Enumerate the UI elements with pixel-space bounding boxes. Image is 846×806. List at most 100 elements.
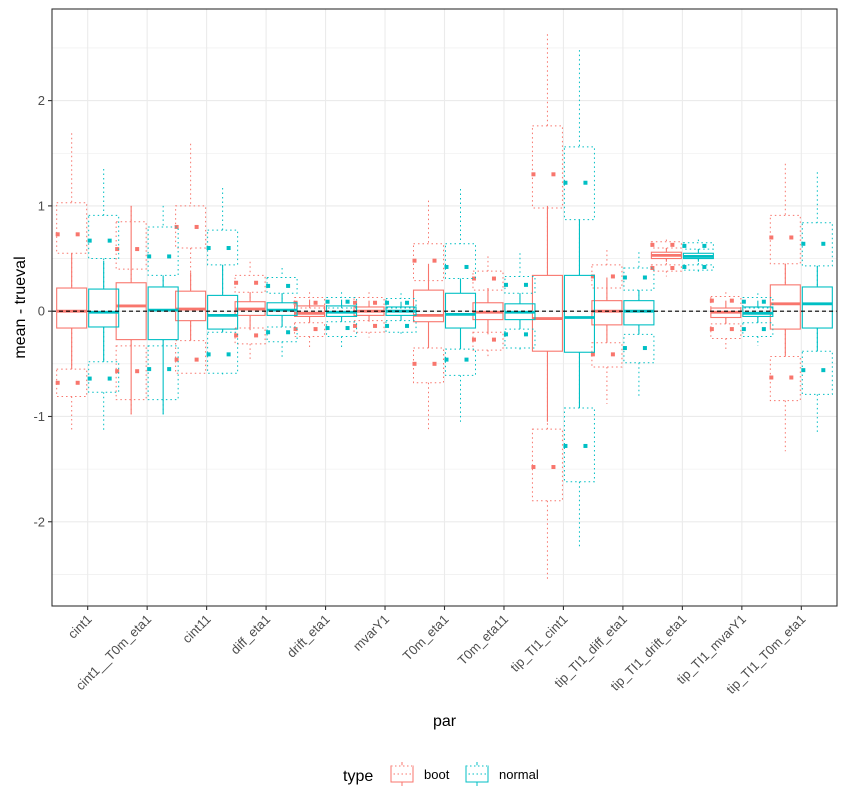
lower-ci-box <box>801 350 833 395</box>
lower-ci-point <box>670 266 675 271</box>
lower-ci-point <box>563 443 568 448</box>
lower-ci-point <box>622 346 627 351</box>
iqr-box <box>769 284 801 330</box>
upper-ci-point <box>385 300 390 305</box>
box-group-normal <box>385 293 417 336</box>
upper-ci-point <box>167 254 172 259</box>
iqr-box <box>88 288 120 328</box>
upper-ci-point <box>234 280 239 285</box>
upper-ci-box <box>326 296 358 309</box>
box-group-boot <box>353 292 385 338</box>
lower-ci-point <box>254 333 259 338</box>
upper-ci-point <box>650 242 655 247</box>
upper-ci-box <box>504 275 536 294</box>
upper-ci-point <box>432 258 437 263</box>
lower-ci-point <box>801 368 806 373</box>
upper-ci-box <box>445 243 476 280</box>
lower-ci-box <box>504 328 536 349</box>
upper-ci-box <box>801 222 833 267</box>
y-tick-label: -2 <box>33 514 45 529</box>
box-group-normal <box>444 189 477 422</box>
box-group-boot <box>590 250 623 404</box>
lower-ci-point <box>590 352 595 357</box>
lower-ci-point <box>313 327 318 332</box>
x-tick-label: mvarY1 <box>350 612 392 654</box>
upper-ci-point <box>464 264 469 269</box>
box-group-boot <box>650 239 682 277</box>
iqr-box <box>531 274 563 352</box>
lower-ci-point <box>87 376 92 381</box>
iqr-box <box>412 289 445 323</box>
upper-ci-point <box>523 282 528 287</box>
legend: type boot normal <box>343 762 539 786</box>
iqr-box <box>623 300 655 326</box>
lower-ci-box <box>207 331 239 374</box>
iqr-box <box>56 287 88 329</box>
upper-ci-point <box>682 243 687 248</box>
upper-ci-point <box>226 246 231 251</box>
lower-ci-point <box>551 465 556 470</box>
upper-ci-point <box>491 276 496 281</box>
iqr-box <box>147 286 179 341</box>
box-group-normal <box>325 292 358 347</box>
box-group-normal <box>563 50 595 550</box>
lower-ci-point <box>293 327 298 332</box>
legend-title: type <box>343 768 373 785</box>
lower-ci-point <box>729 327 734 332</box>
y-tick-label: 2 <box>38 93 45 108</box>
upper-ci-point <box>583 180 588 185</box>
upper-ci-point <box>789 235 794 240</box>
box-group-boot <box>531 34 563 581</box>
upper-ci-point <box>801 241 806 246</box>
upper-ci-point <box>761 299 766 304</box>
legend-key-normal: normal <box>465 762 539 786</box>
lower-ci-point <box>107 376 112 381</box>
upper-ci-box <box>623 267 655 291</box>
upper-ci-box <box>56 202 88 254</box>
upper-ci-point <box>147 254 152 259</box>
lower-ci-point <box>55 380 60 385</box>
upper-ci-point <box>87 238 92 243</box>
box-group-normal <box>266 268 298 358</box>
x-tick-label: drift_eta1 <box>284 612 333 661</box>
upper-ci-point <box>444 264 449 269</box>
upper-ci-box <box>650 241 682 249</box>
x-tick-label: diff_eta1 <box>228 612 274 658</box>
lower-ci-point <box>531 465 536 470</box>
y-tick-label: 1 <box>38 198 45 213</box>
lower-ci-point <box>610 352 615 357</box>
upper-ci-point <box>107 238 112 243</box>
lower-ci-box <box>742 322 774 337</box>
upper-ci-point <box>286 283 291 288</box>
upper-ci-box <box>175 205 207 249</box>
iqr-box <box>563 274 595 353</box>
x-axis-title: par <box>433 713 457 730</box>
upper-ci-point <box>610 274 615 279</box>
lower-ci-point <box>464 357 469 362</box>
lower-ci-point <box>135 369 140 374</box>
upper-ci-point <box>313 300 318 305</box>
upper-ci-point <box>670 242 675 247</box>
lower-ci-point <box>373 323 378 328</box>
upper-ci-point <box>412 258 417 263</box>
lower-ci-box <box>385 320 417 333</box>
lower-ci-box <box>591 342 623 368</box>
upper-ci-point <box>254 280 259 285</box>
upper-ci-box <box>531 125 563 209</box>
lower-ci-box <box>445 348 476 376</box>
x-tick-label: tip_TI1_cint1 <box>507 612 570 675</box>
lower-ci-box <box>650 264 682 272</box>
iqr-box <box>801 286 833 329</box>
lower-ci-box <box>563 407 595 483</box>
box-group-boot <box>234 261 266 361</box>
lower-ci-point <box>412 361 417 366</box>
upper-ci-point <box>709 298 714 303</box>
x-tick-label: cint1 <box>65 612 95 642</box>
lower-ci-box <box>294 322 326 337</box>
lower-ci-point <box>194 357 199 362</box>
box-group-boot <box>709 292 742 350</box>
box-group-normal <box>741 293 774 346</box>
lower-ci-point <box>147 367 152 372</box>
lower-ci-point <box>432 361 437 366</box>
